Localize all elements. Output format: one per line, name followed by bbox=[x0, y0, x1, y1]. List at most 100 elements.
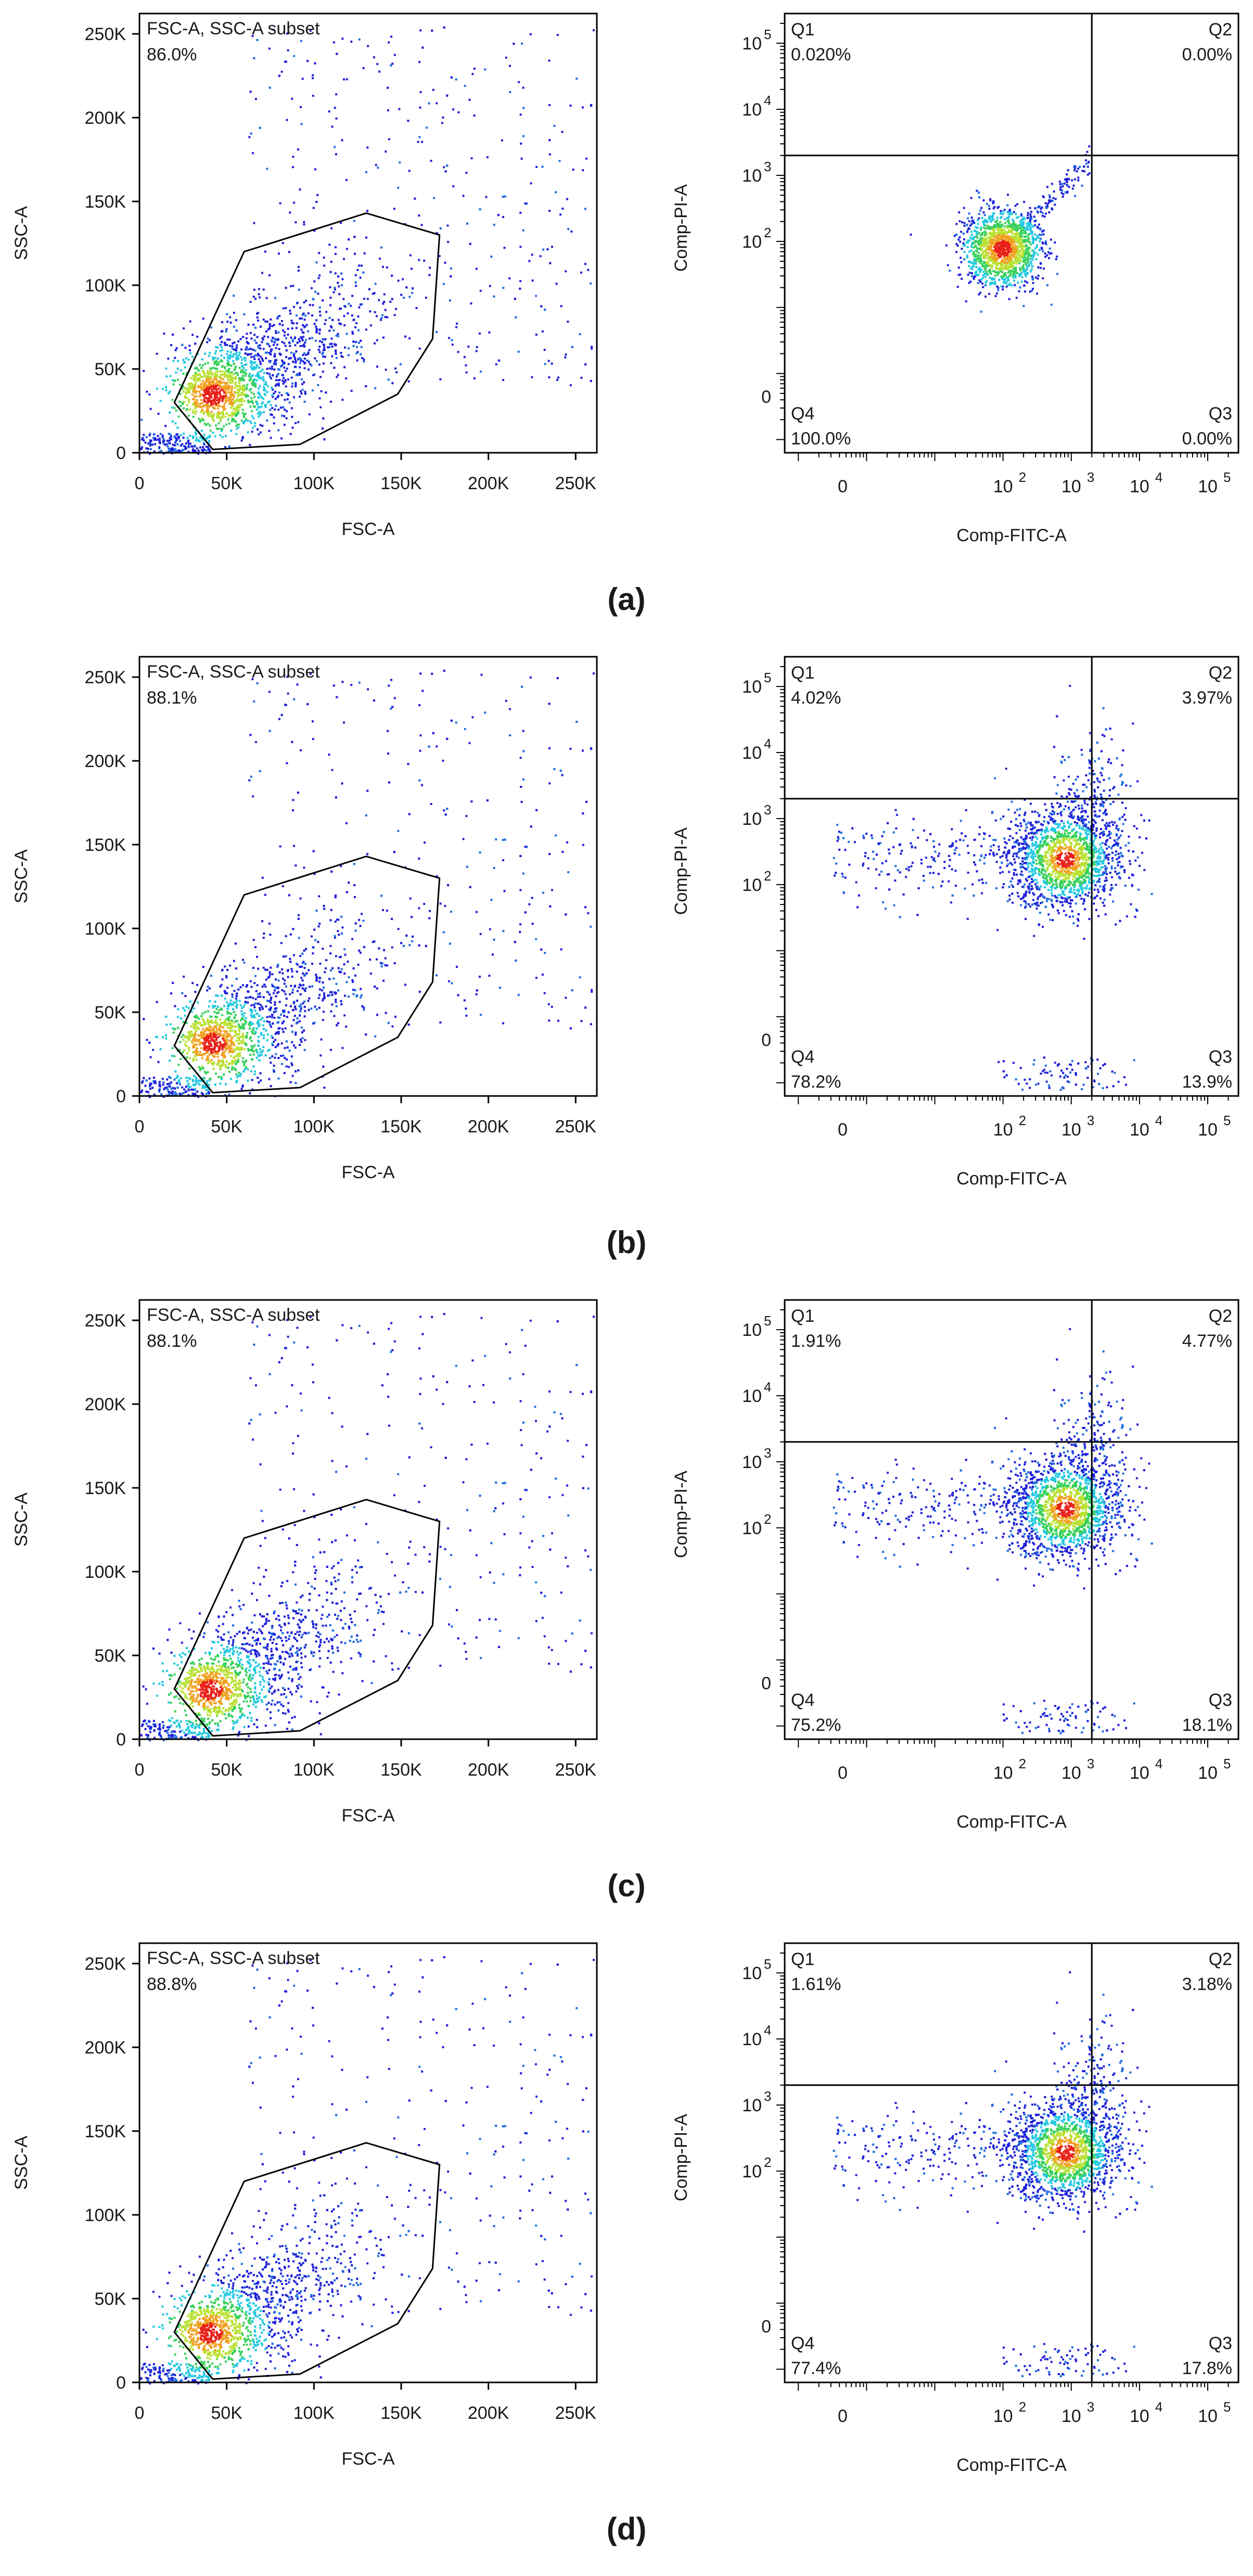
dot bbox=[1017, 241, 1019, 244]
dot bbox=[249, 376, 251, 379]
dot bbox=[1019, 220, 1022, 223]
dot bbox=[993, 257, 996, 260]
dot bbox=[1011, 223, 1014, 225]
dot bbox=[1008, 275, 1011, 277]
dot bbox=[275, 375, 278, 378]
dot bbox=[216, 415, 219, 417]
dot bbox=[262, 318, 265, 321]
dot bbox=[278, 315, 281, 317]
dot bbox=[231, 420, 234, 423]
dot bbox=[989, 282, 992, 285]
dot bbox=[335, 356, 338, 359]
dot bbox=[341, 399, 344, 401]
dot bbox=[987, 257, 990, 260]
dot bbox=[315, 325, 317, 328]
dot bbox=[216, 371, 219, 373]
dot bbox=[259, 325, 262, 328]
dot bbox=[312, 77, 314, 80]
dot bbox=[442, 283, 445, 285]
dot bbox=[188, 385, 190, 388]
dot bbox=[438, 255, 441, 258]
dot bbox=[1021, 267, 1024, 269]
dot bbox=[360, 339, 362, 342]
dot bbox=[222, 394, 225, 397]
dot bbox=[211, 389, 213, 391]
dot bbox=[1004, 235, 1007, 237]
dot bbox=[236, 400, 239, 402]
dot bbox=[1022, 227, 1025, 229]
dot bbox=[984, 262, 987, 264]
dot bbox=[191, 436, 194, 438]
dot bbox=[271, 325, 274, 327]
dot bbox=[258, 374, 260, 376]
dot bbox=[978, 232, 980, 235]
dot bbox=[299, 362, 302, 364]
dot bbox=[181, 401, 184, 404]
dot bbox=[193, 395, 196, 398]
dot bbox=[1026, 235, 1028, 238]
dot bbox=[968, 212, 970, 215]
dot bbox=[591, 347, 593, 350]
dot bbox=[338, 322, 341, 325]
dot bbox=[1005, 258, 1008, 260]
dot bbox=[1040, 234, 1043, 236]
dot bbox=[1007, 262, 1010, 265]
dot bbox=[582, 106, 584, 109]
dot bbox=[1002, 248, 1005, 250]
dot bbox=[341, 139, 343, 142]
dot bbox=[263, 335, 266, 338]
x-tick-label: 0 bbox=[135, 474, 145, 493]
dot bbox=[228, 338, 231, 341]
dot bbox=[990, 221, 992, 223]
dot bbox=[376, 365, 378, 368]
dot bbox=[582, 169, 584, 172]
dot bbox=[291, 382, 294, 385]
dot bbox=[301, 331, 304, 334]
dot bbox=[985, 270, 987, 272]
dot bbox=[158, 447, 160, 450]
dot bbox=[158, 441, 161, 444]
dot bbox=[253, 393, 255, 396]
dot bbox=[193, 378, 195, 380]
dot bbox=[1003, 225, 1006, 228]
dot bbox=[251, 400, 253, 402]
dot bbox=[288, 401, 291, 404]
dot bbox=[196, 379, 198, 381]
dot bbox=[1004, 245, 1006, 248]
dot bbox=[149, 444, 151, 447]
dot bbox=[1022, 271, 1025, 273]
dot bbox=[204, 388, 207, 391]
dot bbox=[220, 336, 223, 338]
dot bbox=[223, 388, 225, 390]
dot bbox=[216, 393, 219, 396]
dot bbox=[201, 405, 203, 408]
dot bbox=[229, 379, 232, 381]
dot bbox=[1022, 221, 1025, 223]
dot bbox=[235, 357, 237, 359]
dot bbox=[150, 448, 152, 450]
dot bbox=[237, 391, 239, 394]
dot bbox=[1028, 258, 1030, 261]
dot bbox=[340, 222, 342, 224]
dot bbox=[1001, 237, 1003, 240]
dot bbox=[215, 388, 218, 391]
dot bbox=[250, 422, 252, 424]
dot bbox=[302, 343, 305, 346]
dot bbox=[374, 342, 376, 345]
dot bbox=[224, 415, 227, 418]
dot bbox=[402, 278, 404, 280]
dot bbox=[220, 354, 223, 357]
dot bbox=[295, 221, 297, 224]
dot bbox=[331, 318, 334, 321]
dot bbox=[1004, 267, 1007, 270]
dot bbox=[322, 299, 324, 302]
x-tick-label: 250K bbox=[555, 474, 597, 493]
dot bbox=[233, 325, 235, 328]
dot bbox=[945, 244, 948, 247]
dot bbox=[1008, 256, 1011, 258]
dot bbox=[251, 410, 253, 412]
dot bbox=[978, 293, 980, 296]
dot bbox=[211, 417, 214, 420]
dot bbox=[1026, 227, 1029, 230]
dot bbox=[969, 236, 971, 239]
